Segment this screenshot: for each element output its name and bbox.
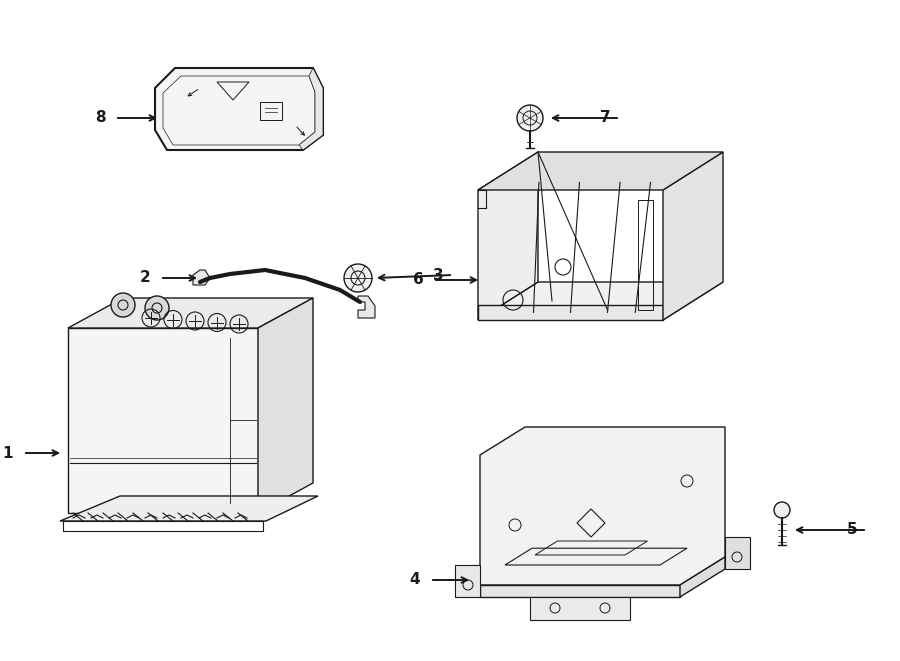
Polygon shape (478, 305, 663, 320)
Polygon shape (478, 152, 538, 320)
Circle shape (111, 293, 135, 317)
Polygon shape (358, 296, 375, 318)
Text: 3: 3 (433, 268, 444, 282)
Circle shape (145, 296, 169, 320)
Polygon shape (68, 328, 258, 513)
Text: 7: 7 (599, 110, 610, 126)
Polygon shape (193, 270, 210, 285)
Circle shape (774, 502, 790, 518)
Circle shape (344, 264, 372, 292)
Polygon shape (480, 427, 725, 585)
Polygon shape (725, 537, 750, 569)
Text: 8: 8 (94, 110, 105, 126)
Polygon shape (680, 557, 725, 597)
Polygon shape (299, 68, 323, 150)
Polygon shape (478, 282, 723, 320)
Text: 5: 5 (847, 522, 858, 537)
Polygon shape (258, 298, 313, 513)
Polygon shape (663, 152, 723, 320)
Text: 4: 4 (410, 572, 420, 588)
Polygon shape (480, 585, 680, 597)
Circle shape (517, 105, 543, 131)
Bar (260, 102, 282, 120)
Polygon shape (60, 496, 318, 521)
Polygon shape (68, 298, 313, 328)
Text: 6: 6 (412, 272, 423, 288)
Polygon shape (478, 152, 723, 190)
Text: 1: 1 (3, 446, 14, 461)
Text: 2: 2 (140, 270, 150, 286)
Polygon shape (530, 597, 630, 620)
Polygon shape (455, 565, 480, 597)
Polygon shape (155, 68, 323, 150)
